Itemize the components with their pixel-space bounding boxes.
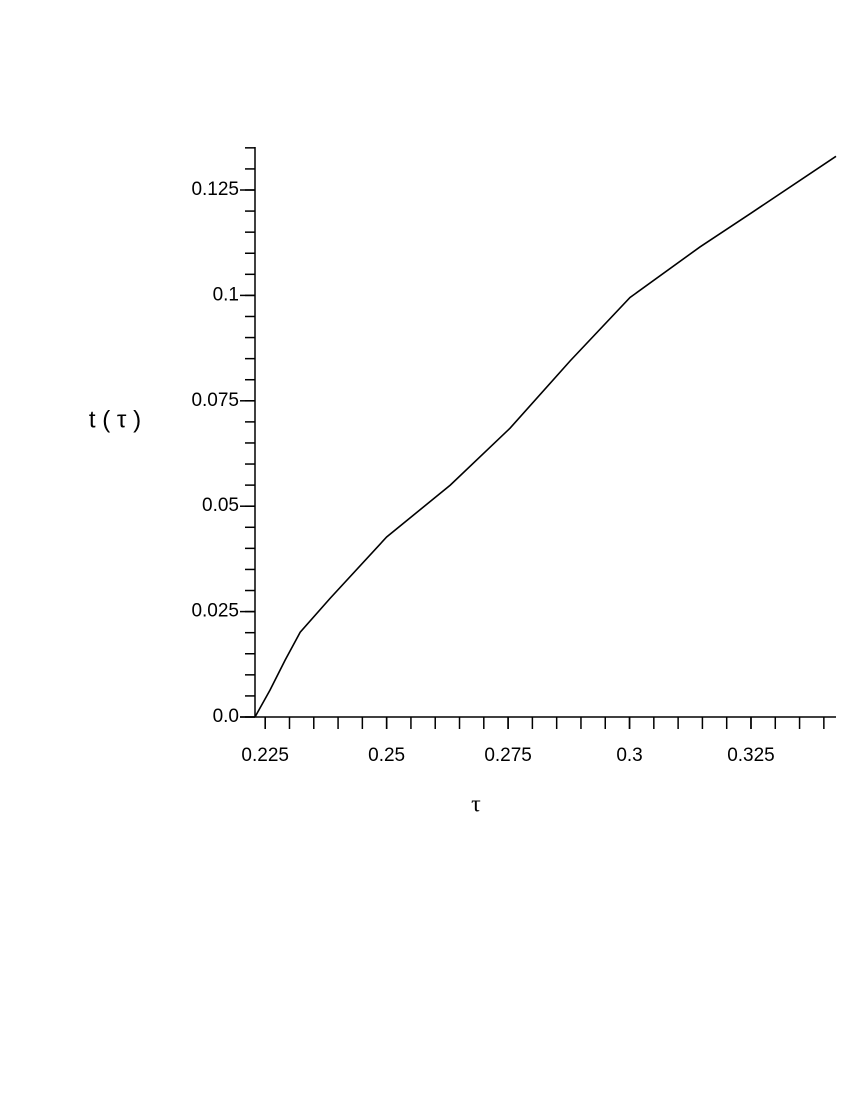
x-axis-label: τ — [471, 792, 481, 818]
data-line — [254, 155, 837, 718]
x-tick-label: 0.25 — [368, 745, 405, 766]
y-tick-label: 0.125 — [191, 179, 239, 200]
y-tick-label: 0.1 — [213, 284, 239, 305]
x-tick-label: 0.275 — [484, 745, 532, 766]
y-axis-label: t ( τ ) — [89, 406, 141, 433]
y-tick-label: 0.0 — [213, 706, 239, 727]
y-tick-label: 0.075 — [191, 390, 239, 411]
x-tick-label: 0.3 — [616, 745, 642, 766]
y-tick-label: 0.05 — [202, 495, 239, 516]
x-tick-label: 0.225 — [241, 745, 289, 766]
x-tick-label: 0.325 — [727, 745, 775, 766]
y-tick-label: 0.025 — [191, 601, 239, 622]
